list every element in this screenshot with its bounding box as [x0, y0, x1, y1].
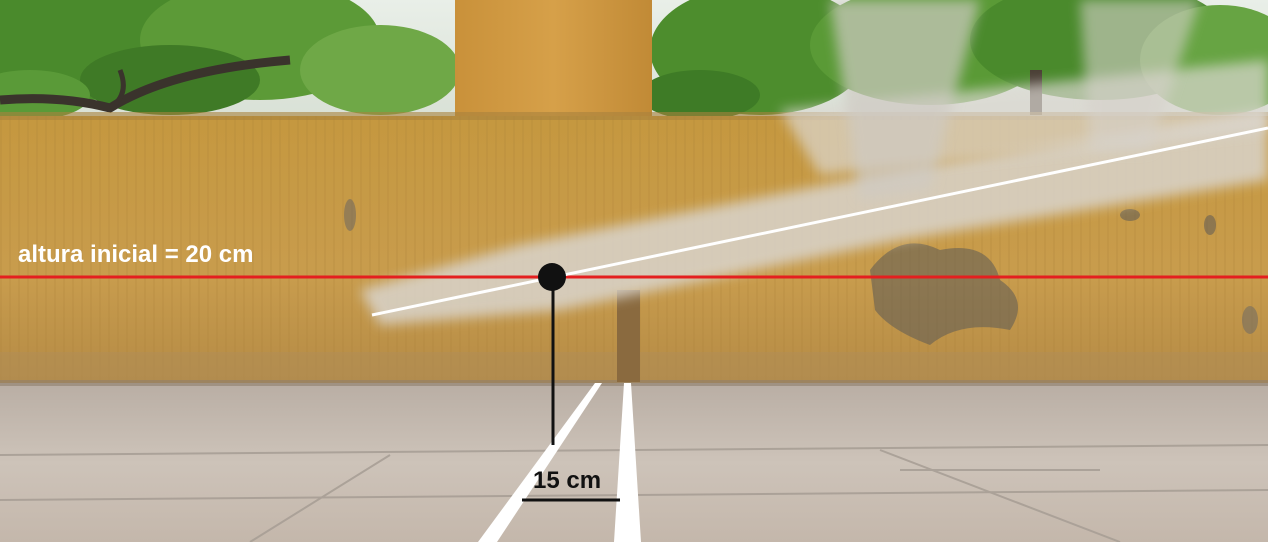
pivot-point-marker	[538, 263, 566, 291]
initial-height-label: altura inicial = 20 cm	[18, 241, 253, 268]
floor-reference-lines	[478, 383, 641, 542]
distance-label: 15 cm	[533, 467, 601, 494]
stand-post	[617, 290, 640, 382]
trajectory-line	[371, 126, 1268, 317]
tree-foliage-left	[0, 0, 460, 120]
wall-stains	[344, 199, 1258, 345]
wall-pillar	[455, 0, 652, 130]
